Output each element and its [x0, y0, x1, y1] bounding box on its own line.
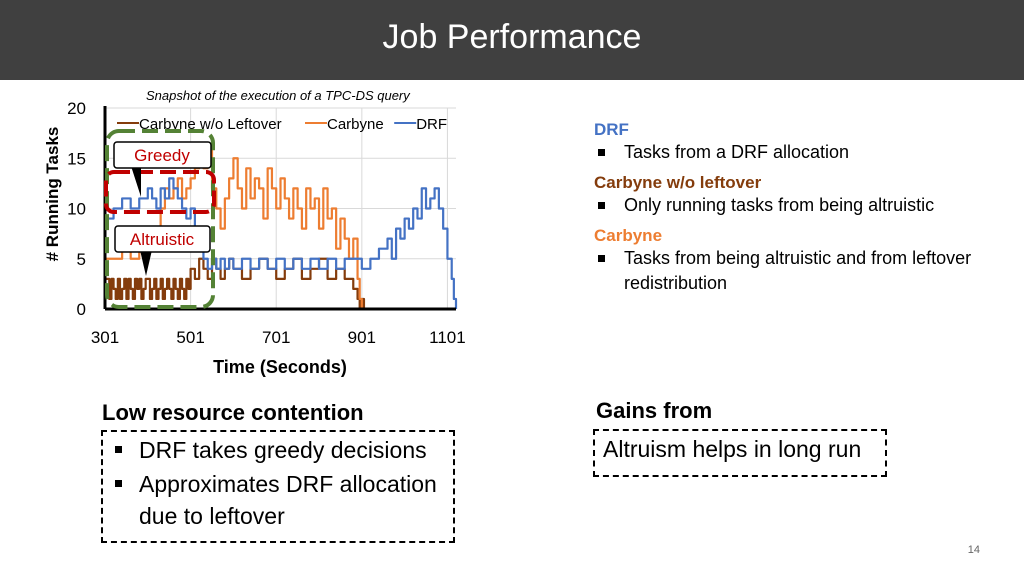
altruistic-region-box: [105, 129, 215, 309]
legend-label: Carbyne w/o Leftover: [139, 116, 282, 133]
cwl-bullet: Only running tasks from being altruistic: [594, 193, 1014, 218]
y-tick-label: 0: [77, 300, 86, 319]
series-line-drf: [105, 177, 458, 309]
greedy-region-box: [104, 170, 216, 214]
low-contention-box: DRF takes greedy decisions Approximates …: [101, 430, 455, 543]
job-performance-chart: 0 5 10 15 20 301 501 701 901 1101 Carbyne w/o Left…: [67, 99, 466, 347]
y-tick-label: 5: [77, 250, 86, 269]
low-contention-bullet: Approximates DRF allocation due to lefto…: [103, 468, 453, 532]
drf-heading: DRF: [594, 120, 629, 139]
y-tick-label: 10: [67, 200, 86, 219]
x-axis-label: Time (Seconds): [213, 357, 347, 377]
series-line-carbyne: [105, 147, 363, 309]
x-tick-label: 1101: [429, 328, 466, 347]
gains-title: Gains from: [596, 398, 713, 423]
carbyne-heading: Carbyne: [594, 226, 663, 245]
chart-title: Snapshot of the execution of a TPC-DS qu…: [146, 88, 410, 103]
gains-text: Altruism helps in long run: [603, 436, 862, 462]
altruistic-label: Altruistic: [130, 230, 195, 249]
x-tick-label: 301: [91, 328, 119, 347]
page-number: 14: [967, 544, 980, 556]
y-tick-label: 20: [67, 99, 86, 118]
low-contention-title: Low resource contention: [102, 400, 364, 425]
legend-explanations: DRF Tasks from a DRF allocation Carbyne …: [594, 116, 1014, 296]
legend-label: Carbyne: [327, 116, 384, 133]
low-contention-bullet: DRF takes greedy decisions: [103, 434, 453, 466]
greedy-pointer: [131, 166, 141, 197]
legend-label: DRF: [416, 116, 447, 133]
y-tick-label: 15: [67, 149, 86, 168]
carbyne-bullet: Tasks from being altruistic and from lef…: [594, 246, 1014, 296]
x-tick-label: 901: [348, 328, 376, 347]
drf-bullet: Tasks from a DRF allocation: [594, 140, 1014, 165]
slide-title: Job Performance: [382, 18, 642, 56]
title-bar: Job Performance: [0, 0, 1024, 80]
gains-box: Altruism helps in long run: [593, 429, 887, 477]
greedy-label: Greedy: [134, 146, 190, 165]
cwl-heading: Carbyne w/o leftover: [594, 173, 762, 192]
altruistic-pointer: [140, 250, 152, 276]
x-tick-label: 701: [262, 328, 290, 347]
x-tick-label: 501: [176, 328, 204, 347]
altruistic-label-box: [114, 225, 211, 253]
greedy-label-box: [113, 141, 212, 169]
